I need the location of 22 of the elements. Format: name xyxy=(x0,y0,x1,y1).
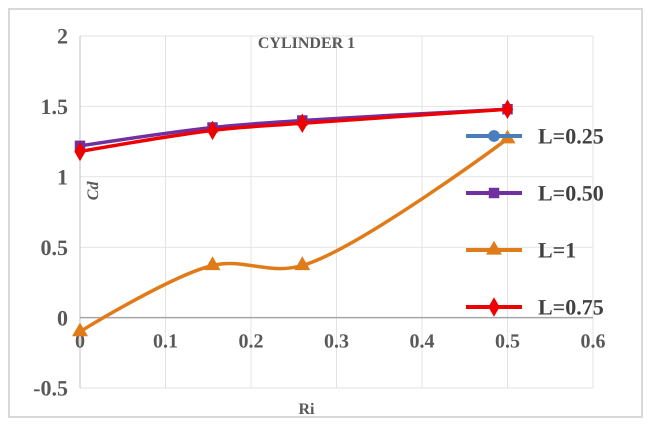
x-axis-title: Ri xyxy=(298,401,316,418)
x-tick-label: 0.1 xyxy=(153,330,178,353)
point xyxy=(72,322,88,336)
y-tick-label: 2 xyxy=(57,24,68,49)
x-tick-label: 0.4 xyxy=(410,330,434,353)
y-tick-label: -0.5 xyxy=(33,376,68,401)
legend-label: L=0.50 xyxy=(538,180,604,206)
x-tick-label: 0.2 xyxy=(238,330,264,353)
y-tick-label: 0 xyxy=(57,305,68,330)
legend-label: L=1 xyxy=(538,238,576,263)
y-tick-label: 1 xyxy=(57,164,68,190)
chart-title: CYLINDER 1 xyxy=(258,35,356,52)
point xyxy=(294,256,310,270)
x-tick-label: 0.5 xyxy=(495,330,520,353)
point xyxy=(204,256,220,270)
y-tick-label: 1.5 xyxy=(40,94,68,120)
x-tick-label: 0.6 xyxy=(580,330,606,353)
y-axis-title: Cd xyxy=(85,180,102,200)
x-tick-label: 0.3 xyxy=(324,330,349,353)
legend-label: L=0.25 xyxy=(538,124,604,149)
legend-label: L=0.75 xyxy=(538,294,604,320)
y-tick-label: 0.5 xyxy=(40,234,68,260)
